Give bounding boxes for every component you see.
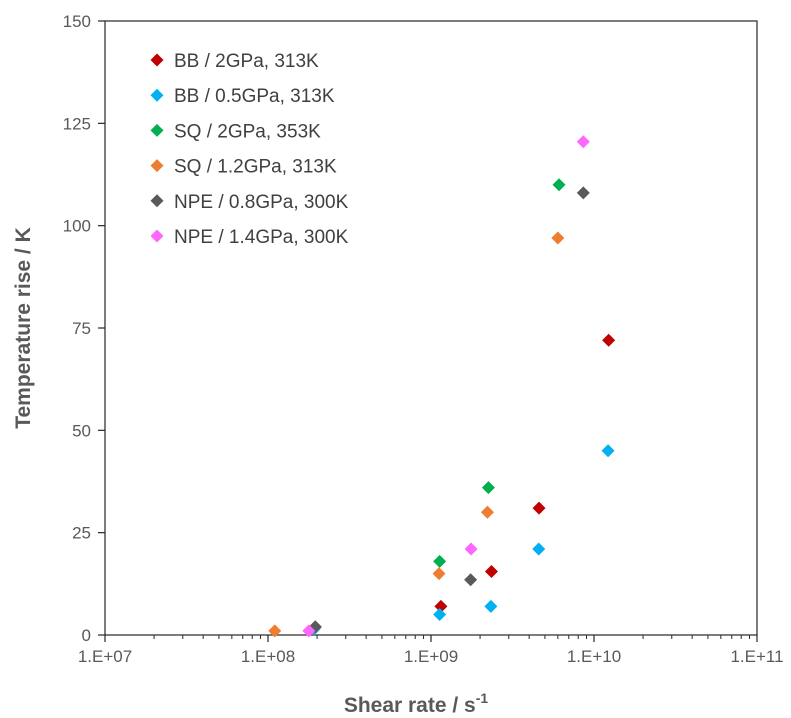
legend-label: SQ / 2GPa, 353K [174, 121, 321, 142]
y-tick-label: 50 [72, 421, 91, 440]
y-tick-label: 125 [63, 114, 91, 133]
data-point [601, 444, 615, 458]
legend-marker [150, 53, 164, 67]
data-point [432, 567, 446, 581]
legend-label: NPE / 1.4GPa, 300K [174, 227, 349, 248]
y-tick-label: 0 [82, 626, 91, 645]
x-tick-label: 1.E+08 [241, 647, 295, 666]
legend-marker [150, 159, 164, 173]
data-point [551, 231, 565, 245]
data-point [433, 608, 447, 622]
data-point [552, 178, 566, 192]
legend-marker [150, 194, 164, 208]
data-point [602, 333, 616, 347]
y-axis-title: Temperature rise / K [12, 227, 35, 429]
legend-label: SQ / 1.2GPa, 313K [174, 157, 337, 178]
legend-label: BB / 0.5GPa, 313K [174, 86, 335, 107]
y-axis-tick-labels: 0 25 50 75 100 125 150 [63, 12, 91, 645]
x-tick-label: 1.E+11 [730, 647, 783, 666]
legend-marker [150, 229, 164, 243]
x-tick-label: 1.E+07 [78, 647, 132, 666]
y-tick-label: 150 [63, 12, 91, 31]
y-tick-label: 75 [72, 319, 91, 338]
data-point [434, 599, 448, 613]
data-point [484, 565, 498, 579]
x-axis-title-superscript: -1 [476, 690, 489, 706]
legend-label: NPE / 0.8GPa, 300K [174, 192, 349, 213]
legend-label: BB / 2GPa, 313K [174, 51, 319, 72]
x-axis-ticks [104, 635, 758, 642]
data-point [576, 135, 590, 149]
data-point [532, 501, 546, 515]
data-point [464, 573, 478, 587]
data-point [481, 481, 495, 495]
legend-marker [150, 88, 164, 102]
data-point [268, 624, 282, 638]
y-axis-ticks [98, 20, 105, 636]
plot-area [104, 20, 758, 636]
legend: BB / 2GPa, 313K BB / 0.5GPa, 313K SQ / 2GP… [150, 51, 349, 248]
x-tick-label: 1.E+09 [404, 647, 458, 666]
data-point [464, 542, 478, 556]
y-tick-label: 100 [63, 217, 91, 236]
x-tick-label: 1.E+10 [567, 647, 621, 666]
y-tick-label: 25 [72, 524, 91, 543]
legend-marker [150, 123, 164, 137]
data-point [532, 542, 546, 556]
data-point [576, 186, 590, 200]
data-point [433, 554, 447, 568]
data-point [484, 599, 498, 613]
data-point [480, 505, 494, 519]
data-point [302, 624, 316, 638]
data-points [268, 135, 616, 638]
x-axis-tick-labels: 1.E+07 1.E+08 1.E+09 1.E+10 1.E+11 [78, 647, 784, 666]
x-axis-title: Shear rate / s-1 [344, 690, 489, 717]
